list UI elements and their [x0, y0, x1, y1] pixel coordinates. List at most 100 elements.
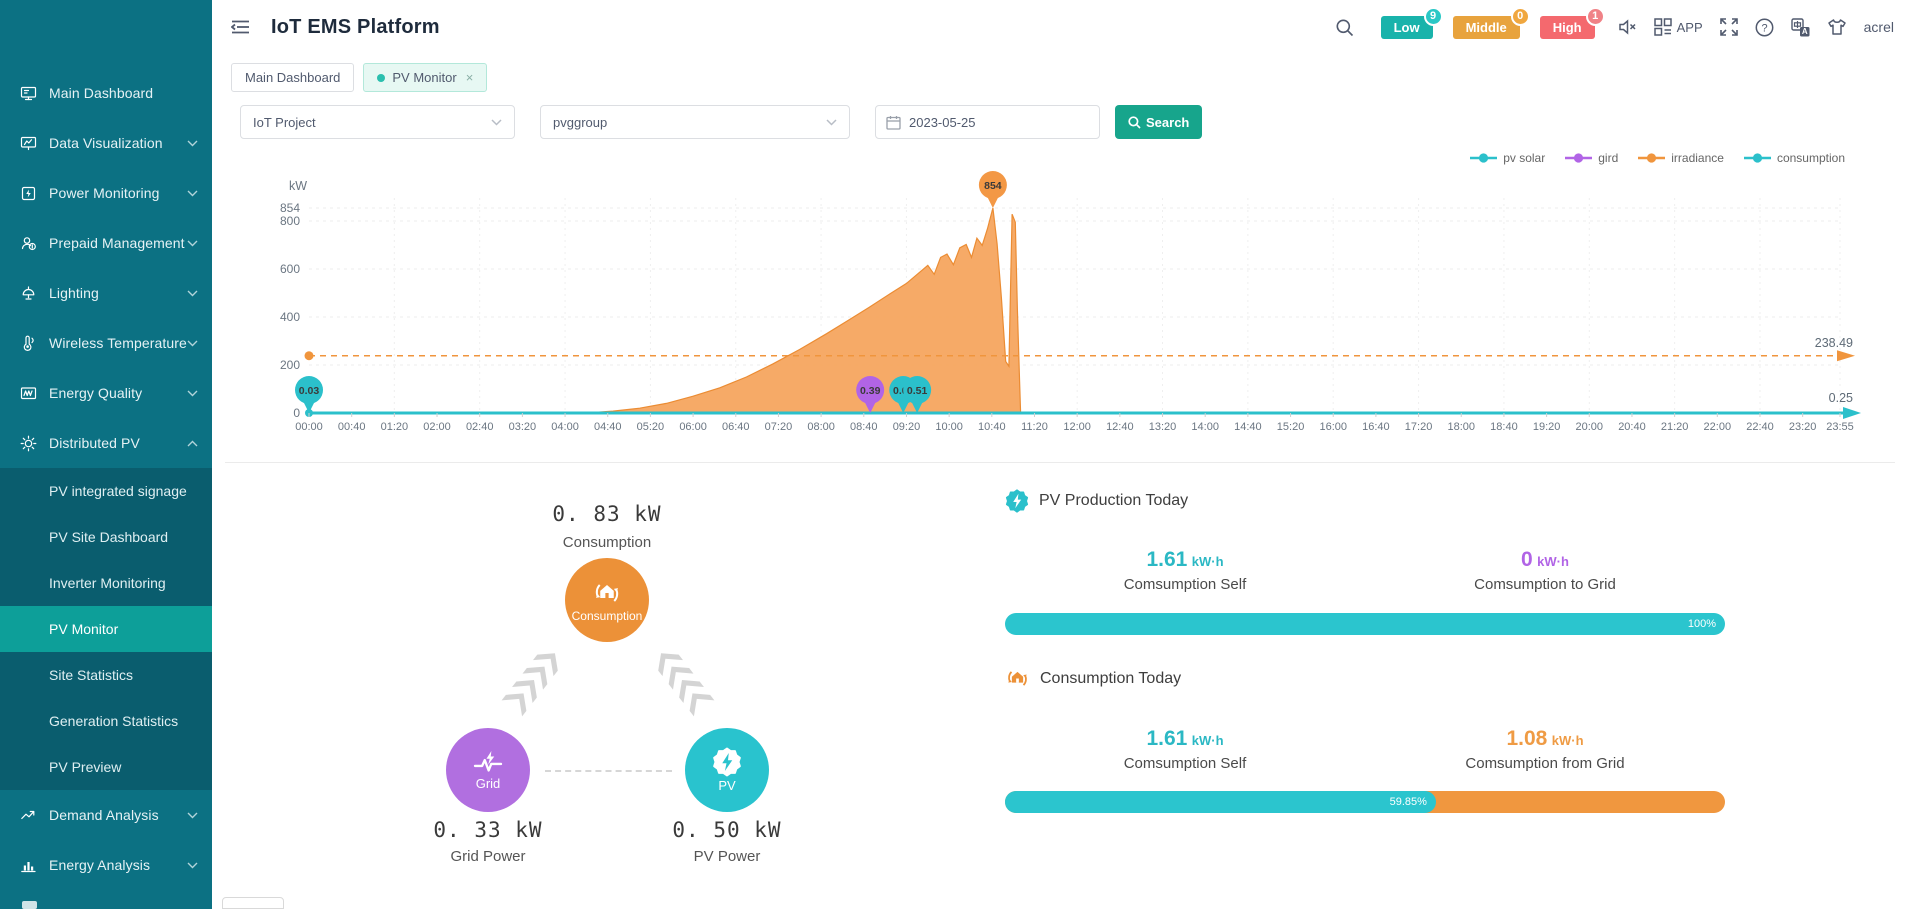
svg-text:0.39: 0.39	[860, 385, 881, 397]
chevron-down-icon	[187, 190, 198, 196]
svg-text:07:20: 07:20	[765, 421, 793, 433]
svg-text:600: 600	[280, 262, 300, 276]
svg-text:23:55: 23:55	[1826, 421, 1854, 433]
sidebar-item-demand-analysis[interactable]: Demand Analysis	[0, 790, 212, 840]
prepaid-icon	[20, 235, 37, 252]
grid-pv-link	[545, 770, 672, 772]
svg-text:02:00: 02:00	[423, 421, 451, 433]
consumption-today-icon	[1008, 671, 1027, 686]
sidebar-item-data-visualization[interactable]: Data Visualization	[0, 118, 212, 168]
svg-text:20:00: 20:00	[1576, 421, 1604, 433]
legend-item-irradiance[interactable]: irradiance	[1638, 151, 1724, 165]
chart-legend: pv solar gird irradiance consumption	[225, 146, 1895, 170]
date-picker[interactable]: 2023-05-25	[875, 105, 1100, 139]
svg-text:11:20: 11:20	[1021, 421, 1048, 433]
svg-text:00:40: 00:40	[338, 421, 366, 433]
tab-main-dashboard[interactable]: Main Dashboard	[231, 63, 355, 92]
user-name[interactable]: acrel	[1863, 19, 1894, 35]
alarm-count: 9	[1423, 6, 1443, 26]
close-tab-icon[interactable]: ×	[465, 70, 474, 85]
legend-item-gird[interactable]: gird	[1565, 151, 1618, 165]
svg-text:0.51: 0.51	[907, 385, 928, 397]
pv-icon	[20, 435, 37, 452]
alarm-badge-low[interactable]: Low 9	[1380, 6, 1443, 39]
svg-text:02:40: 02:40	[466, 421, 494, 433]
sidebar-subitem-pv-integrated-signage[interactable]: PV integrated signage	[49, 483, 187, 499]
sidebar-item-energy-analysis[interactable]: Energy Analysis	[0, 840, 212, 890]
svg-text:18:00: 18:00	[1447, 421, 1475, 433]
sidebar-item-wireless-temperature[interactable]: Wireless Temperature	[0, 318, 212, 368]
svg-text:0: 0	[293, 406, 300, 420]
sidebar-item-lighting[interactable]: Lighting	[0, 268, 212, 318]
pv-node[interactable]: PV	[685, 728, 769, 812]
filter-bar: IoT Project pvggroup 2023-05-25 Search	[240, 105, 1203, 139]
stat-consumption-self: 1.61 kW·h Comsumption Self	[1123, 727, 1247, 772]
app-label[interactable]: APP	[1676, 19, 1703, 35]
sidebar-subitem-pv-site-dashboard[interactable]: PV Site Dashboard	[49, 529, 169, 545]
sidebar-subitem-inverter-monitoring[interactable]: Inverter Monitoring	[49, 575, 166, 591]
lighting-icon	[20, 285, 37, 302]
project-select[interactable]: IoT Project	[240, 105, 515, 139]
partial-widget	[222, 897, 284, 909]
pv-power-label: PV Power	[693, 848, 761, 865]
energy-icon	[20, 857, 37, 874]
fullscreen-icon[interactable]	[1719, 18, 1738, 36]
sidebar-subitem-pv-preview[interactable]: PV Preview	[49, 759, 122, 775]
mute-icon[interactable]	[1618, 18, 1637, 36]
sidebar-item-main-dashboard[interactable]: Main Dashboard	[0, 68, 212, 118]
svg-text:04:40: 04:40	[594, 421, 622, 433]
help-icon[interactable]: ?	[1755, 18, 1774, 37]
chevron-down-icon	[187, 812, 198, 818]
svg-text:06:00: 06:00	[679, 421, 707, 433]
power-icon	[20, 185, 37, 202]
app-grid-icon[interactable]	[1653, 18, 1672, 36]
grid-pulse-icon	[473, 750, 503, 772]
sidebar-partial-icon	[22, 901, 37, 909]
tab-pv-monitor[interactable]: PV Monitor ×	[363, 63, 488, 92]
pv-production-stats: 1.61 kW·h Comsumption Self 0 kW·h Comsum…	[1005, 548, 1725, 593]
translate-icon[interactable]: A	[1790, 17, 1810, 37]
group-select[interactable]: pvggroup	[540, 105, 850, 139]
alarm-badge-middle[interactable]: Middle 0	[1452, 6, 1530, 39]
search-button[interactable]: Search	[1115, 105, 1203, 139]
sidebar-subitem-site-statistics[interactable]: Site Statistics	[49, 667, 134, 683]
svg-text:16:00: 16:00	[1319, 421, 1347, 433]
chevron-down-icon	[187, 240, 198, 246]
sidebar-subitem-generation-statistics[interactable]: Generation Statistics	[49, 713, 179, 729]
legend-item-pv-solar[interactable]: pv solar	[1470, 151, 1545, 165]
consumption-power-value: 0. 83 kW	[552, 502, 662, 526]
calendar-icon	[886, 115, 901, 130]
chevron-down-icon	[826, 118, 837, 126]
svg-text:12:00: 12:00	[1063, 421, 1091, 433]
legend-item-consumption[interactable]: consumption	[1743, 151, 1845, 165]
svg-text:854: 854	[984, 180, 1002, 192]
svg-text:10:00: 10:00	[935, 421, 963, 433]
sidebar-item-distributed-pv[interactable]: Distributed PV	[0, 418, 212, 468]
active-tab-dot	[377, 73, 386, 82]
theme-tshirt-icon[interactable]	[1827, 18, 1847, 36]
chevron-up-icon	[187, 440, 198, 446]
alarm-badge-high[interactable]: High 1	[1539, 6, 1605, 39]
svg-text:00:00: 00:00	[295, 421, 323, 433]
pv-production-title: PV Production Today	[1005, 489, 1188, 513]
svg-text:15:20: 15:20	[1277, 421, 1305, 433]
svg-text:18:40: 18:40	[1490, 421, 1518, 433]
sidebar-subitem-pv-monitor[interactable]: PV Monitor	[0, 606, 212, 652]
sidebar-item-energy-quality[interactable]: Energy Quality	[0, 368, 212, 418]
svg-text:22:00: 22:00	[1704, 421, 1732, 433]
search-icon[interactable]	[1335, 18, 1354, 37]
svg-text:0.25: 0.25	[1829, 391, 1853, 405]
svg-text:06:40: 06:40	[722, 421, 750, 433]
quality-icon	[20, 385, 37, 402]
menu-collapse-icon[interactable]	[231, 18, 250, 36]
grid-node[interactable]: Grid	[446, 728, 530, 812]
sidebar-submenu: PV integrated signage PV Site Dashboard In…	[0, 468, 212, 790]
chevron-down-icon	[187, 290, 198, 296]
svg-text:400: 400	[280, 310, 300, 324]
chevron-down-icon	[491, 118, 502, 126]
sidebar-item-power-monitoring[interactable]: Power Monitoring	[0, 168, 212, 218]
consumption-node[interactable]: Consumption	[565, 558, 649, 642]
sidebar-item-prepaid-management[interactable]: Prepaid Management	[0, 218, 212, 268]
svg-text:19:20: 19:20	[1533, 421, 1561, 433]
legend-marker	[1638, 153, 1666, 163]
